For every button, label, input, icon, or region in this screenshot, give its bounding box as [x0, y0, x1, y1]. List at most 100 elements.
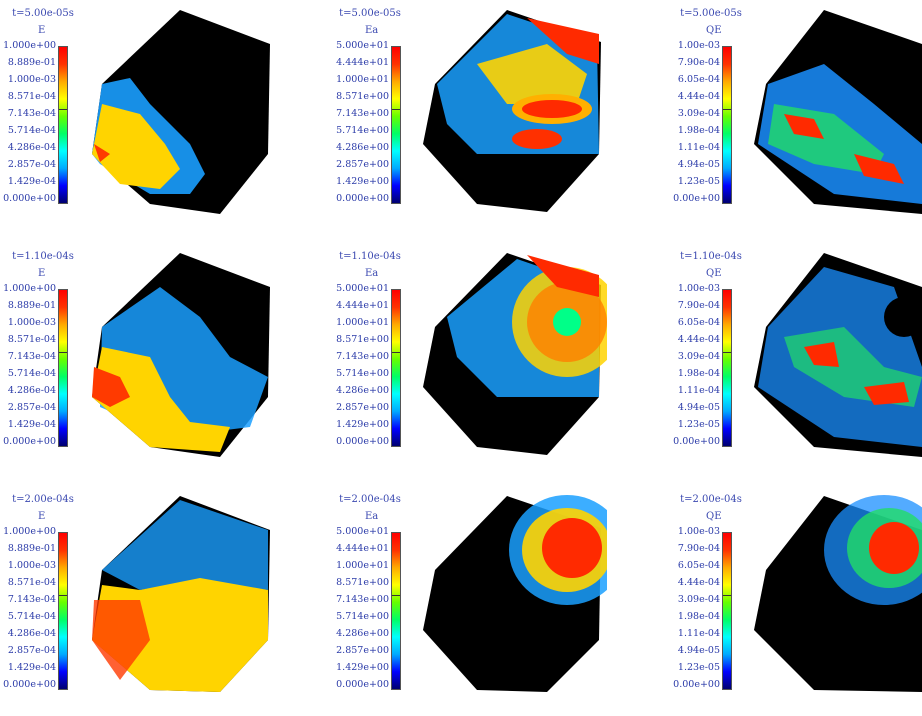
tick-label: 8.571e-04 — [7, 334, 56, 345]
tick-label: 6.05e-04 — [677, 74, 720, 85]
tick-label: 1.98e-04 — [677, 125, 720, 136]
tick-label: 2.857e-04 — [7, 645, 56, 656]
colorbar — [391, 46, 401, 204]
tick-label: 1.00e-03 — [677, 283, 720, 294]
tick-label: 4.94e-05 — [677, 159, 720, 170]
tick-label: 8.571e+00 — [336, 91, 389, 102]
tick-label: 5.714e-04 — [7, 611, 56, 622]
tick-label: 7.90e-04 — [677, 57, 720, 68]
tick-label: 4.286e+00 — [336, 385, 389, 396]
colorbar — [391, 289, 401, 447]
tick-label: 4.286e-04 — [7, 385, 56, 396]
tick-label: 7.143e+00 — [336, 108, 389, 119]
tick-label: 1.23e-05 — [677, 419, 720, 430]
tick-label: 1.000e+00 — [3, 526, 56, 537]
colorbar — [722, 289, 732, 447]
tick-label: 1.00e-03 — [677, 526, 720, 537]
colorbar — [722, 532, 732, 690]
colorbar — [58, 289, 68, 447]
tick-label: 5.714e+00 — [336, 611, 389, 622]
variable-label: QE — [706, 511, 722, 522]
time-label: t=2.00e-04s — [339, 494, 401, 505]
panel-r3-E: t=2.00e-04s E 1.000e+00 8.889e-01 1.000e… — [0, 486, 307, 716]
colorbar-marker — [723, 352, 731, 353]
variable-label: QE — [706, 25, 722, 36]
tick-label: 0.00e+00 — [673, 193, 720, 204]
tick-label: 1.11e-04 — [677, 385, 720, 396]
tick-label: 5.714e-04 — [7, 125, 56, 136]
tick-label: 4.44e-04 — [677, 91, 720, 102]
tick-label: 6.05e-04 — [677, 317, 720, 328]
tick-label: 4.286e+00 — [336, 142, 389, 153]
tick-label: 1.11e-04 — [677, 628, 720, 639]
tick-label: 8.571e-04 — [7, 91, 56, 102]
variable-label: QE — [706, 268, 722, 279]
tick-label: 4.444e+01 — [336, 300, 389, 311]
time-label: t=5.00e-05s — [339, 8, 401, 19]
tick-label: 7.143e-04 — [7, 594, 56, 605]
tick-label: 4.94e-05 — [677, 645, 720, 656]
tick-label: 1.00e-03 — [677, 40, 720, 51]
tick-label: 4.44e-04 — [677, 334, 720, 345]
panel-r3-Ea: t=2.00e-04s Ea 5.000e+01 4.444e+01 1.000… — [307, 486, 614, 716]
variable-label: E — [38, 511, 46, 522]
tick-label: 7.143e+00 — [336, 594, 389, 605]
tick-label: 1.429e-04 — [7, 176, 56, 187]
tick-label: 1.000e+01 — [336, 74, 389, 85]
tick-label: 3.09e-04 — [677, 108, 720, 119]
tick-label: 8.889e-01 — [7, 543, 56, 554]
colorbar-marker — [723, 109, 731, 110]
tick-label: 5.714e-04 — [7, 368, 56, 379]
colorbar-marker — [392, 352, 400, 353]
colorbar-marker — [392, 109, 400, 110]
frustum-Ea — [423, 10, 601, 212]
tick-label: 1.000e+01 — [336, 560, 389, 571]
tick-label: 1.000e+00 — [3, 283, 56, 294]
tick-label: 0.000e+00 — [3, 193, 56, 204]
tick-label: 4.444e+01 — [336, 57, 389, 68]
tick-label: 1.000e-03 — [7, 317, 56, 328]
tick-label: 6.05e-04 — [677, 560, 720, 571]
tick-label: 2.857e-04 — [7, 159, 56, 170]
tick-label: 4.286e-04 — [7, 142, 56, 153]
variable-label: Ea — [365, 268, 379, 279]
tick-label: 3.09e-04 — [677, 351, 720, 362]
tick-label: 1.98e-04 — [677, 611, 720, 622]
time-label: t=1.10e-04s — [680, 251, 742, 262]
tick-label: 1.429e-04 — [7, 662, 56, 673]
tick-label: 1.23e-05 — [677, 662, 720, 673]
tick-label: 7.143e+00 — [336, 351, 389, 362]
colorbar — [58, 46, 68, 204]
tick-label: 8.571e+00 — [336, 334, 389, 345]
tick-label: 1.429e+00 — [336, 176, 389, 187]
tick-label: 8.571e+00 — [336, 577, 389, 588]
tick-label: 1.98e-04 — [677, 368, 720, 379]
tick-label: 1.11e-04 — [677, 142, 720, 153]
variable-label: E — [38, 268, 46, 279]
tick-label: 2.857e+00 — [336, 402, 389, 413]
tick-label: 0.000e+00 — [3, 436, 56, 447]
panel-r3-QE: t=2.00e-04s QE 1.00e-03 7.90e-04 6.05e-0… — [614, 486, 922, 716]
tick-label: 1.23e-05 — [677, 176, 720, 187]
frustum-QE — [754, 253, 922, 457]
tick-label: 4.44e-04 — [677, 577, 720, 588]
frustum-E — [92, 496, 270, 692]
tick-label: 1.000e-03 — [7, 560, 56, 571]
variable-label: Ea — [365, 511, 379, 522]
tick-label: 8.889e-01 — [7, 57, 56, 68]
tick-label: 8.889e-01 — [7, 300, 56, 311]
tick-label: 5.000e+01 — [336, 283, 389, 294]
tick-label: 0.00e+00 — [673, 679, 720, 690]
colorbar-marker — [59, 352, 67, 353]
tick-label: 5.000e+01 — [336, 526, 389, 537]
frustum-QE — [754, 10, 922, 214]
tick-label: 4.286e+00 — [336, 628, 389, 639]
colorbar — [58, 532, 68, 690]
colorbar-marker — [59, 595, 67, 596]
time-label: t=1.10e-04s — [12, 251, 74, 262]
colorbar — [391, 532, 401, 690]
tick-label: 1.000e+01 — [336, 317, 389, 328]
tick-label: 1.000e-03 — [7, 74, 56, 85]
tick-label: 4.444e+01 — [336, 543, 389, 554]
frustum-Ea — [423, 495, 607, 692]
